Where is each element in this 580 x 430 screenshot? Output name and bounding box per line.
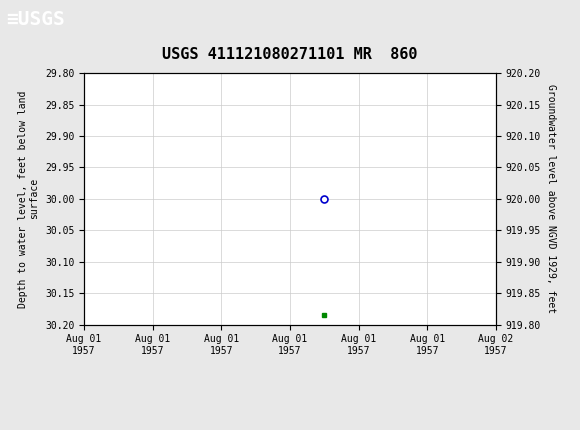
- Y-axis label: Groundwater level above NGVD 1929, feet: Groundwater level above NGVD 1929, feet: [546, 84, 556, 313]
- Y-axis label: Depth to water level, feet below land
surface: Depth to water level, feet below land su…: [18, 90, 39, 307]
- Text: ≡USGS: ≡USGS: [6, 10, 64, 29]
- Text: USGS 411121080271101 MR  860: USGS 411121080271101 MR 860: [162, 47, 418, 62]
